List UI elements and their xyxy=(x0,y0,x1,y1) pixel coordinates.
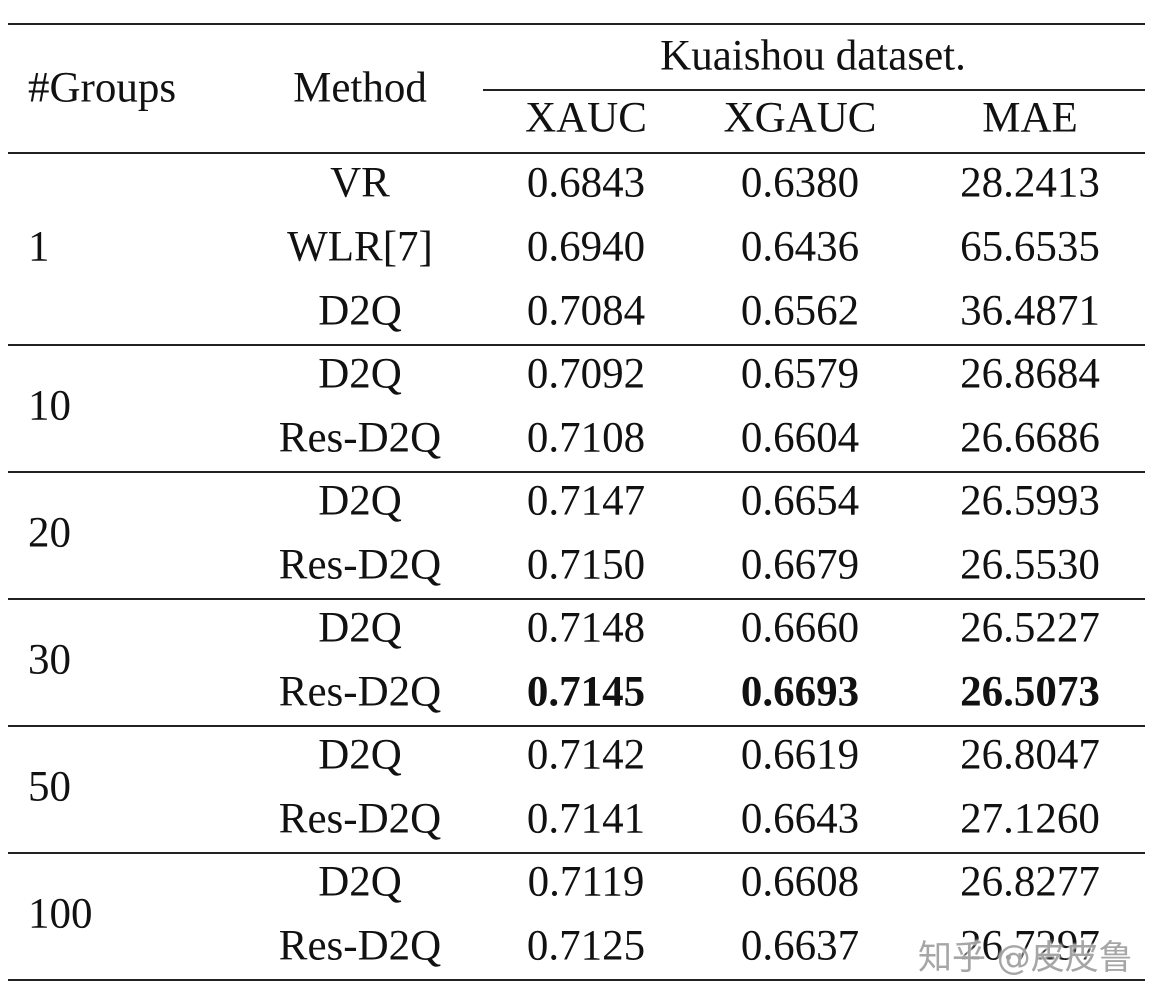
value-cell: 27.1260 xyxy=(960,795,1100,843)
group-label: 30 xyxy=(28,636,71,684)
value-cell: 0.6604 xyxy=(740,414,860,462)
bottom-rule xyxy=(8,979,1145,981)
value-cell: 0.6693 xyxy=(740,668,860,716)
value-cell: 0.6843 xyxy=(526,159,646,207)
method-cell: D2Q xyxy=(318,858,402,906)
group-label: 20 xyxy=(28,509,71,557)
group-rule xyxy=(8,471,1145,473)
group-label: 100 xyxy=(28,890,93,938)
method-cell: Res-D2Q xyxy=(278,541,442,589)
value-cell: 0.6380 xyxy=(740,159,860,207)
value-cell: 65.6535 xyxy=(960,223,1100,271)
value-cell: 0.7150 xyxy=(526,541,646,589)
value-cell: 0.7142 xyxy=(526,731,646,779)
value-cell: 0.6637 xyxy=(740,922,860,970)
header-metric: XGAUC xyxy=(723,94,877,142)
group-rule xyxy=(8,344,1145,346)
value-cell: 0.7125 xyxy=(526,922,646,970)
method-cell: Res-D2Q xyxy=(278,795,442,843)
header-method: Method xyxy=(293,64,427,112)
value-cell: 0.7119 xyxy=(527,858,645,906)
header-metric: XAUC xyxy=(525,94,647,142)
method-cell: WLR[7] xyxy=(287,223,433,271)
value-cell: 26.7297 xyxy=(960,922,1100,970)
group-label: 1 xyxy=(28,223,50,271)
value-cell: 26.8277 xyxy=(960,858,1100,906)
group-rule xyxy=(8,598,1145,600)
value-cell: 0.6562 xyxy=(740,287,860,335)
group-rule xyxy=(8,725,1145,727)
value-cell: 36.4871 xyxy=(960,287,1100,335)
method-cell: D2Q xyxy=(318,604,402,652)
method-cell: Res-D2Q xyxy=(278,668,442,716)
value-cell: 0.6608 xyxy=(740,858,860,906)
value-cell: 26.5073 xyxy=(960,668,1100,716)
dataset-rule xyxy=(483,89,1145,91)
value-cell: 0.6436 xyxy=(740,223,860,271)
header-groups: #Groups xyxy=(28,64,177,112)
header-rule xyxy=(8,152,1145,154)
value-cell: 0.7108 xyxy=(526,414,646,462)
method-cell: Res-D2Q xyxy=(278,414,442,462)
method-cell: D2Q xyxy=(318,287,402,335)
value-cell: 26.5530 xyxy=(960,541,1100,589)
value-cell: 26.8684 xyxy=(960,350,1100,398)
value-cell: 0.6619 xyxy=(740,731,860,779)
value-cell: 0.6940 xyxy=(526,223,646,271)
value-cell: 0.7084 xyxy=(526,287,646,335)
value-cell: 26.8047 xyxy=(960,731,1100,779)
top-rule xyxy=(8,23,1145,25)
method-cell: D2Q xyxy=(318,477,402,525)
value-cell: 0.7092 xyxy=(526,350,646,398)
method-cell: Res-D2Q xyxy=(278,922,442,970)
group-label: 50 xyxy=(28,763,71,811)
value-cell: 0.7145 xyxy=(526,668,646,716)
value-cell: 26.5227 xyxy=(960,604,1100,652)
method-cell: VR xyxy=(330,159,390,207)
value-cell: 28.2413 xyxy=(960,159,1100,207)
value-cell: 0.7147 xyxy=(526,477,646,525)
value-cell: 0.6660 xyxy=(740,604,860,652)
value-cell: 0.6643 xyxy=(740,795,860,843)
header-metric: MAE xyxy=(982,94,1078,142)
value-cell: 26.5993 xyxy=(960,477,1100,525)
group-label: 10 xyxy=(28,382,71,430)
value-cell: 0.7148 xyxy=(526,604,646,652)
group-rule xyxy=(8,852,1145,854)
header-dataset: Kuaishou dataset. xyxy=(660,32,966,80)
value-cell: 0.7141 xyxy=(526,795,646,843)
value-cell: 26.6686 xyxy=(960,414,1100,462)
value-cell: 0.6679 xyxy=(740,541,860,589)
method-cell: D2Q xyxy=(318,350,402,398)
value-cell: 0.6579 xyxy=(740,350,860,398)
method-cell: D2Q xyxy=(318,731,402,779)
watermark: 知乎 @皮皮鲁 xyxy=(918,938,1133,978)
value-cell: 0.6654 xyxy=(740,477,860,525)
